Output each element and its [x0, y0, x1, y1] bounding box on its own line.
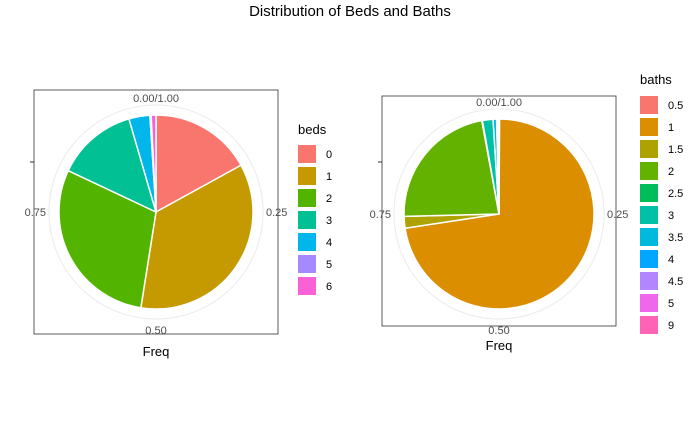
pie-slice-beds-0 — [155, 114, 243, 214]
legend-beds: beds 0 1 2 3 4 5 6 — [298, 122, 332, 295]
legend-label: 2 — [326, 193, 332, 205]
pie-panel-1: 0.00/1.00 0.25 0.50 0.75 Freq baths 0.5 1 1.5 2 2.… — [370, 72, 684, 353]
legend-label: 5 — [326, 259, 332, 271]
legend-key — [640, 294, 658, 312]
legend-key — [640, 162, 658, 180]
legend-key — [298, 167, 316, 185]
legend-key — [640, 272, 658, 290]
legend-label: 1 — [326, 171, 332, 183]
legend-label: 0.5 — [668, 100, 683, 112]
legend-key — [640, 206, 658, 224]
pie-slice-beds-2 — [58, 169, 157, 309]
legend-label: 3 — [326, 215, 332, 227]
legend-key — [298, 145, 316, 163]
legend-key — [298, 211, 316, 229]
legend-label: 4 — [668, 254, 674, 266]
legend-key — [640, 184, 658, 202]
legend-key — [640, 316, 658, 334]
legend-label: 2.5 — [668, 188, 683, 200]
grid-circle — [393, 108, 605, 320]
legend-label: 4.5 — [668, 276, 683, 288]
theta-tick-label: 0.25 — [607, 209, 628, 221]
legend-key — [298, 255, 316, 273]
theta-tick-label: 0.00/1.00 — [133, 93, 179, 105]
pie-slice-beds-6 — [150, 114, 157, 213]
pie-slice-beds-3 — [67, 117, 158, 214]
legend-title: baths — [640, 72, 672, 87]
legend-key — [298, 233, 316, 251]
pie-slice-baths-2 — [403, 119, 500, 218]
legend-title: beds — [298, 122, 327, 137]
pie-slice-beds-1 — [139, 164, 254, 310]
theta-tick-label: 0.25 — [266, 207, 287, 219]
legend-key — [640, 118, 658, 136]
legend-label: 2 — [668, 166, 674, 178]
legend-label: 1 — [668, 122, 674, 134]
x-axis-title: Freq — [486, 338, 513, 353]
legend-key — [640, 140, 658, 158]
chart-title: Distribution of Beds and Baths — [249, 3, 451, 20]
theta-tick-label: 0.75 — [25, 207, 46, 219]
theta-tick-label: 0.00/1.00 — [476, 97, 522, 109]
legend-key — [298, 277, 316, 295]
theta-tick-label: 0.50 — [145, 325, 166, 337]
theta-tick-label: 0.75 — [370, 209, 391, 221]
legend-key — [298, 189, 316, 207]
legend-label: 9 — [668, 320, 674, 332]
legend-label: 3.5 — [668, 232, 683, 244]
pie-panel-0: 0.00/1.00 0.25 0.50 0.75 Freq beds 0 1 2 3 4 5 6 — [25, 89, 332, 359]
legend-label: 0 — [326, 149, 332, 161]
legend-label: 5 — [668, 298, 674, 310]
x-axis-title: Freq — [143, 344, 170, 359]
legend-key — [640, 228, 658, 246]
legend-label: 1.5 — [668, 144, 683, 156]
grid-circle — [48, 104, 264, 320]
pie-slice-baths-9 — [497, 118, 500, 215]
legend-baths: baths 0.5 1 1.5 2 2.5 3 3.5 4 4.5 5 9 — [640, 72, 683, 334]
legend-key — [640, 96, 658, 114]
legend-label: 3 — [668, 210, 674, 222]
legend-key — [640, 250, 658, 268]
legend-label: 6 — [326, 281, 332, 293]
legend-label: 4 — [326, 237, 332, 249]
theta-tick-label: 0.50 — [488, 325, 509, 337]
